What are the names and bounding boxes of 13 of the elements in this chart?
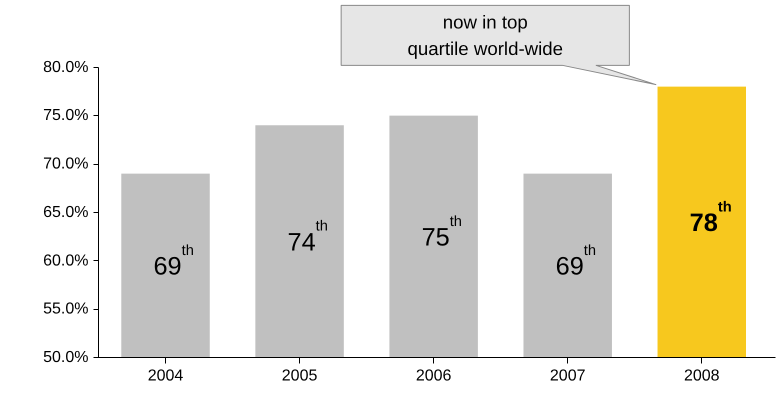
text: now in top quartile world-wide (407, 12, 564, 59)
x-tick-label: 2008 (684, 368, 720, 384)
y-tick-label: 60.0% (43, 252, 89, 270)
y-tick-label: 80.0% (43, 58, 89, 76)
x-tick-label: 2004 (148, 368, 184, 384)
x-tick-label: 2005 (282, 368, 318, 384)
x-tick-label: 2006 (416, 368, 452, 384)
y-tick-label: 65.0% (43, 204, 89, 221)
y-tick-label: 50.0% (43, 349, 89, 366)
x-tick-label: 2007 (550, 368, 586, 384)
y-tick-label: 75.0% (43, 107, 89, 124)
y-tick-label: 55.0% (43, 300, 89, 318)
y-tick-label: 70.0% (43, 156, 89, 173)
